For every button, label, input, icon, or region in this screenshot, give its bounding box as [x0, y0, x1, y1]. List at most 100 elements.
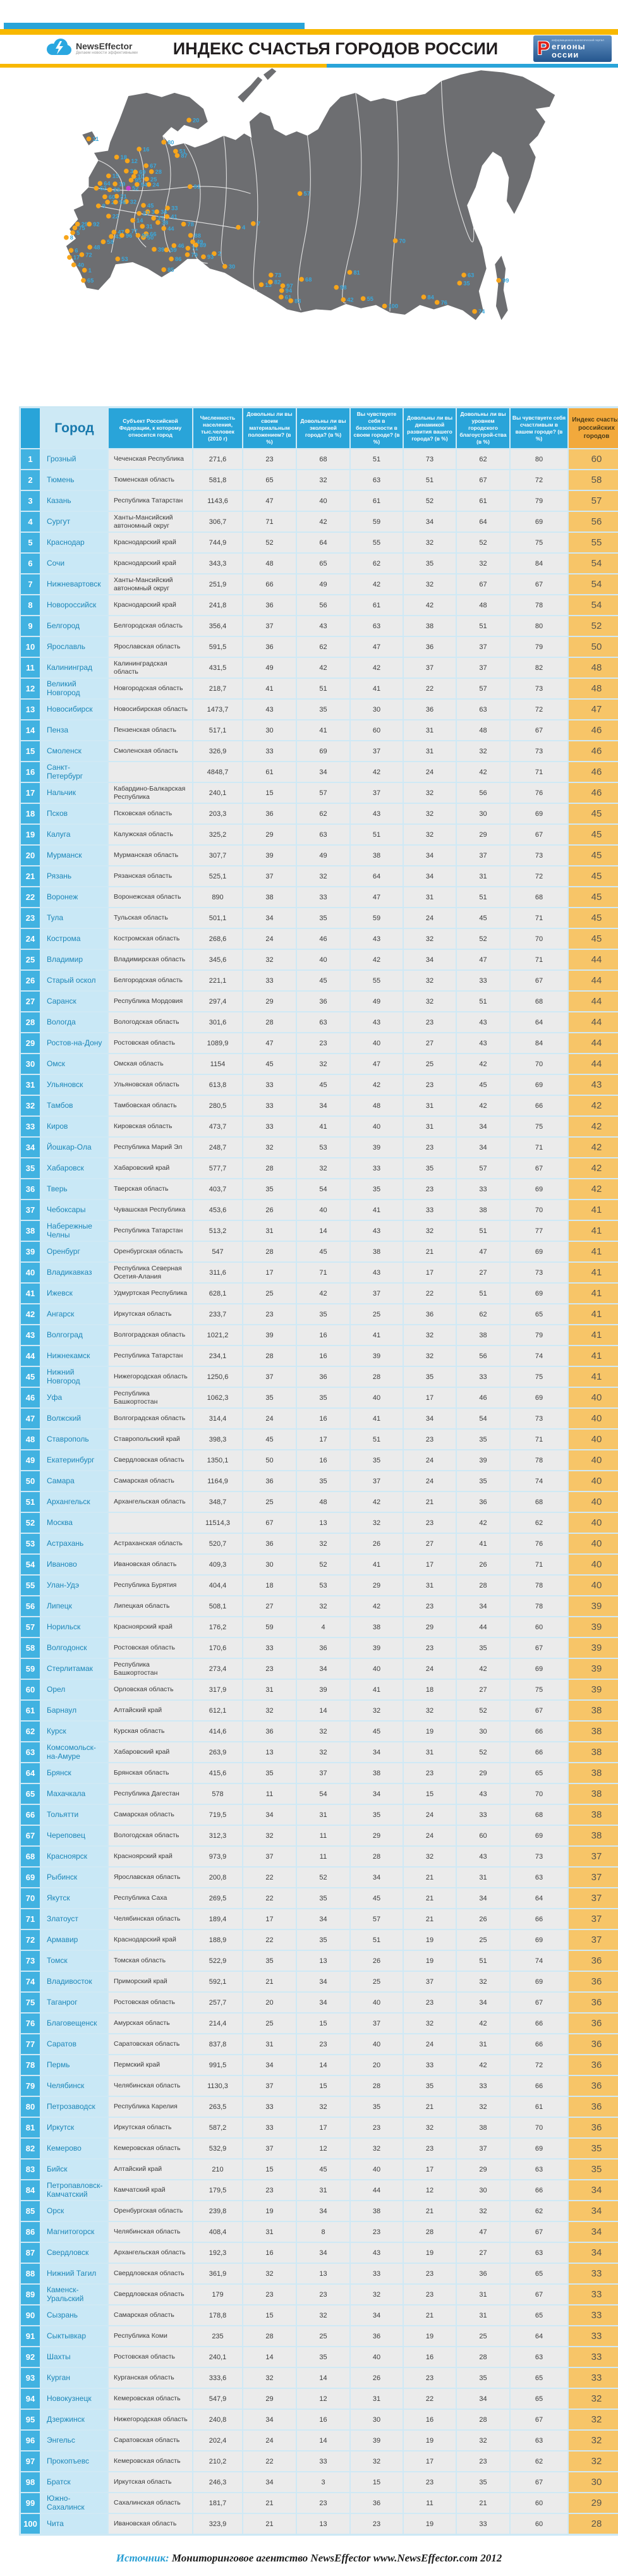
index-cell: 36 [569, 2118, 618, 2138]
city-cell: Санкт-Петербург [41, 762, 107, 782]
dynamics-cell: 37 [404, 658, 456, 678]
safety-cell: 35 [351, 1450, 403, 1471]
city-cell: Иркутск [41, 2118, 107, 2138]
index-cell: 30 [569, 2472, 618, 2493]
material-cell: 34 [243, 908, 296, 928]
city-dot-marker [461, 272, 466, 277]
ecology-cell: 34 [297, 1972, 349, 1992]
city-dot-number: 70 [399, 238, 405, 244]
map-dot: 23 [107, 187, 120, 193]
material-cell: 34 [243, 1805, 296, 1825]
dynamics-cell: 24 [404, 908, 456, 928]
city-dot-marker [100, 239, 106, 245]
dynamics-cell: 16 [404, 2347, 456, 2367]
city-dot-marker [297, 191, 303, 197]
map-dot: 40 [71, 262, 84, 268]
city-dot-number: 33 [171, 205, 178, 212]
city-dot-number: 85 [167, 267, 174, 273]
dynamics-cell: 35 [404, 554, 456, 574]
index-cell: 46 [569, 762, 618, 782]
safety-cell: 34 [351, 2306, 403, 2326]
region-cell: Челябинская область [109, 2076, 192, 2096]
city-dot-marker [188, 233, 193, 238]
amenities-cell: 63 [457, 700, 509, 720]
safety-cell: 34 [351, 1868, 403, 1888]
happy-cell: 65 [511, 2264, 567, 2284]
ecology-cell: 35 [297, 1471, 349, 1492]
happy-cell: 73 [511, 1847, 567, 1867]
material-cell: 20 [243, 1993, 296, 2013]
city-cell: Стерлитамак [41, 1659, 107, 1679]
city-dot-number: 94 [286, 288, 293, 294]
region-cell: Краснодарский край [109, 595, 192, 616]
material-cell: 47 [243, 491, 296, 511]
safety-cell: 32 [351, 2451, 403, 2472]
region-cell: Ярославская область [109, 637, 192, 657]
city-dot-number: 90 [142, 233, 148, 239]
amenities-cell: 32 [457, 2201, 509, 2221]
population-cell: 520,7 [193, 1534, 242, 1554]
table-row: 96 Энгельс Саратовская область 202,4 24 14 39 1… [21, 2431, 618, 2451]
dynamics-cell: 31 [404, 1096, 456, 1116]
city-dot-marker [112, 181, 118, 186]
city-dot-marker [75, 221, 80, 227]
safety-cell: 32 [351, 1701, 403, 1721]
population-cell: 202,4 [193, 2431, 242, 2451]
dynamics-cell: 32 [404, 533, 456, 553]
map-dot: 60 [102, 194, 115, 200]
dynamics-cell: 29 [404, 1617, 456, 1637]
safety-cell: 63 [351, 470, 403, 490]
rank-cell: 93 [21, 2368, 40, 2388]
map-dot: 8 [64, 234, 73, 241]
index-cell: 54 [569, 574, 618, 595]
city-dot-number: 7 [257, 221, 260, 227]
material-cell: 29 [243, 992, 296, 1012]
region-cell: Республика Бурятия [109, 1576, 192, 1596]
safety-cell: 42 [351, 658, 403, 678]
population-cell: 343,3 [193, 554, 242, 574]
safety-cell: 40 [351, 1033, 403, 1054]
table-row: 51 Архангельск Архангельская область 348,7 2… [21, 1492, 618, 1512]
index-cell: 55 [569, 533, 618, 553]
safety-cell: 38 [351, 1763, 403, 1783]
city-cell: Владивосток [41, 1972, 107, 1992]
index-cell: 38 [569, 1826, 618, 1846]
city-dot-marker [201, 254, 206, 260]
ecology-cell: 16 [297, 1325, 349, 1346]
city-cell: Сыктывкар [41, 2326, 107, 2347]
map-dot: 77 [124, 228, 138, 234]
map-dot: 18 [114, 154, 127, 161]
happy-cell: 67 [511, 971, 567, 991]
dynamics-cell: 17 [404, 1388, 456, 1408]
dynamics-cell: 32 [404, 2118, 456, 2138]
table-row: 27 Саранск Республика Мордовия 297,4 29 36 49 3… [21, 992, 618, 1012]
table-row: 58 Волгодонск Ростовская область 170,6 33 36 3… [21, 1638, 618, 1658]
index-cell: 38 [569, 1742, 618, 1763]
safety-cell: 23 [351, 2514, 403, 2534]
amenities-cell: 47 [457, 950, 509, 970]
ecology-cell: 35 [297, 908, 349, 928]
city-dot-marker [97, 181, 103, 186]
city-dot-marker [79, 252, 85, 257]
happy-cell: 63 [511, 2347, 567, 2367]
dynamics-cell: 32 [404, 929, 456, 949]
material-cell: 27 [243, 1596, 296, 1617]
population-cell: 179 [193, 2285, 242, 2305]
map-dot: 73 [268, 272, 281, 279]
dynamics-cell: 23 [404, 1012, 456, 1033]
amenities-cell: 37 [457, 2139, 509, 2159]
amenities-cell: 32 [457, 741, 509, 762]
dynamics-cell: 23 [404, 1763, 456, 1783]
city-dot-number: 93 [207, 254, 214, 260]
dynamics-cell: 32 [404, 1847, 456, 1867]
population-cell: 234,1 [193, 1346, 242, 1366]
table-row: 31 Ульяновск Ульяновская область 613,8 33 45 4… [21, 1075, 618, 1095]
amenities-cell: 26 [457, 1909, 509, 1929]
amenities-cell: 52 [457, 929, 509, 949]
rank-cell: 56 [21, 1596, 40, 1617]
population-cell: 239,8 [193, 2201, 242, 2221]
city-dot-number: 68 [305, 276, 312, 283]
table-row: 80 Петрозаводск Республика Карелия 263,5 33 3… [21, 2097, 618, 2117]
ecology-cell: 45 [297, 1075, 349, 1095]
map-dot: 54 [134, 181, 148, 188]
